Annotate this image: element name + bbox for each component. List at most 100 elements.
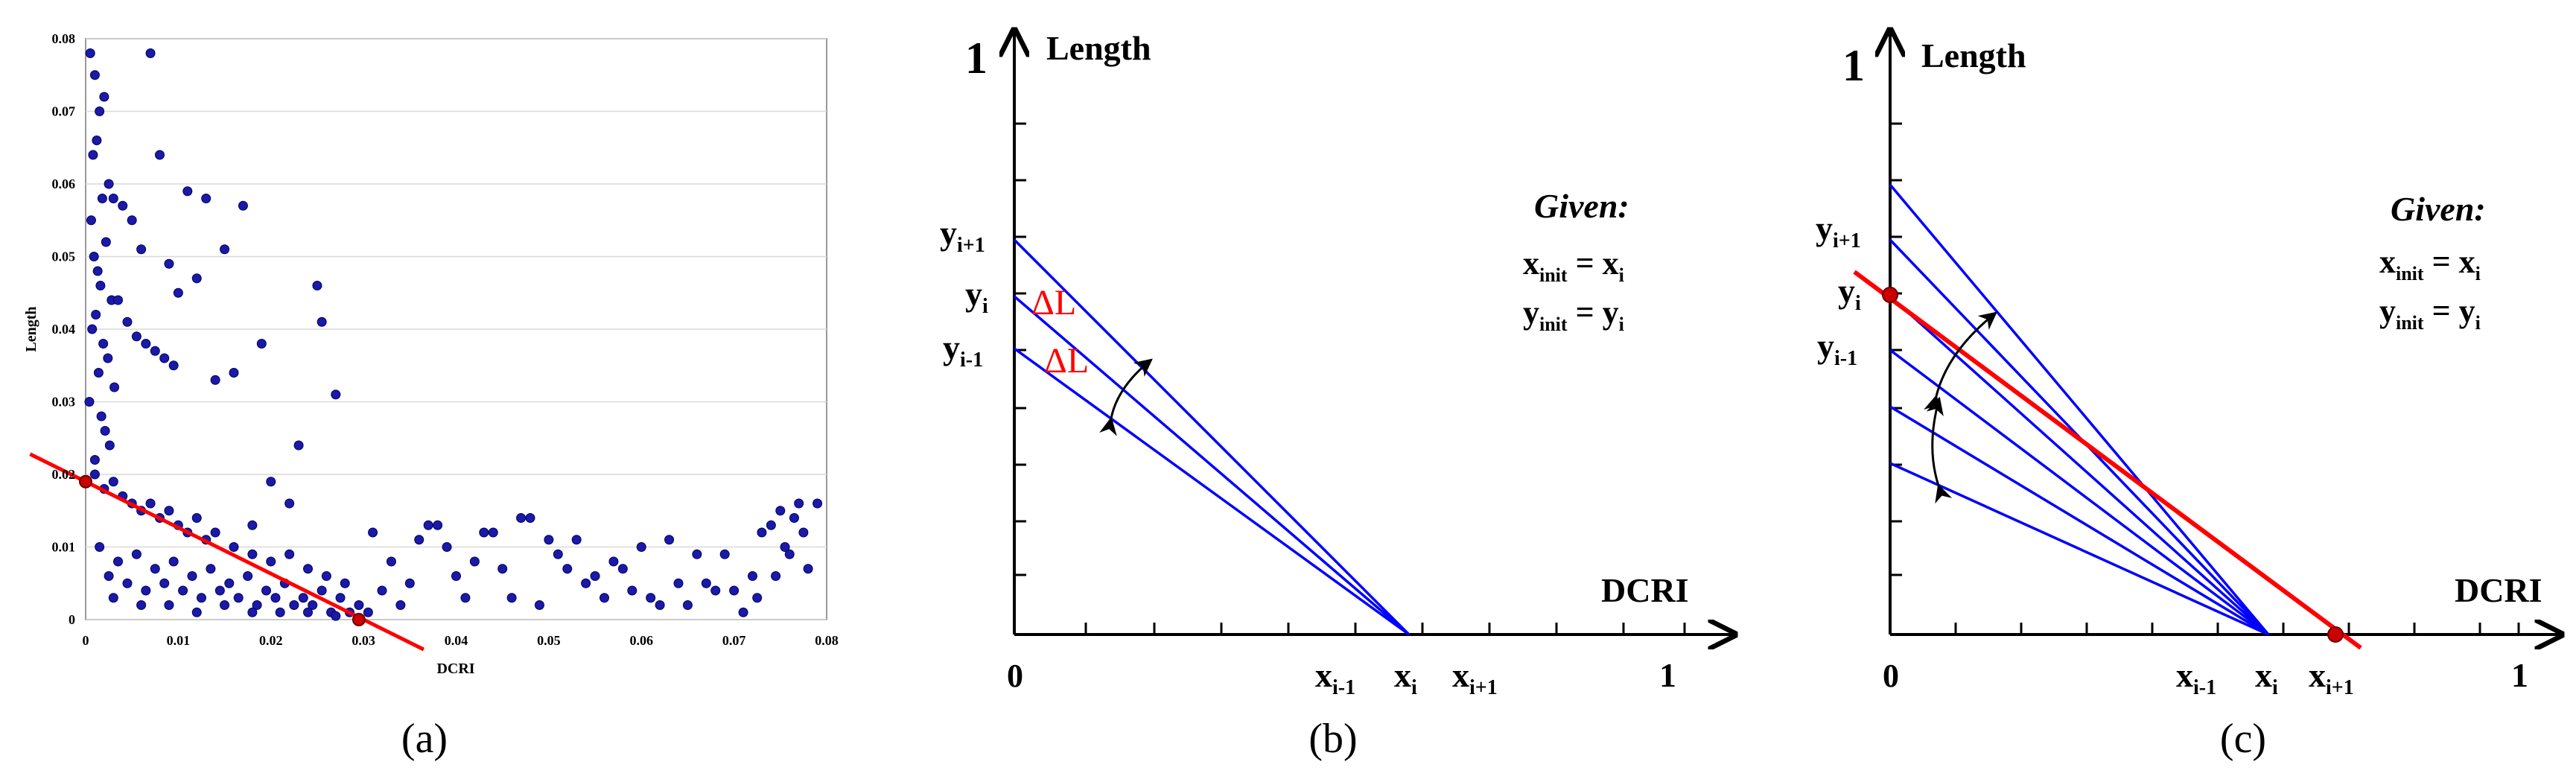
data-point xyxy=(354,600,364,610)
x-tick-x-i-plus-1: xi+1 xyxy=(2309,656,2354,699)
data-point xyxy=(196,593,206,603)
given-line-2: yinit = yi xyxy=(1523,294,1624,335)
data-point xyxy=(164,506,174,516)
data-point xyxy=(752,593,763,603)
data-point xyxy=(404,578,415,588)
data-point xyxy=(131,331,141,342)
data-point xyxy=(377,585,387,596)
highlighted-point xyxy=(79,474,92,489)
data-point xyxy=(719,549,730,559)
data-point xyxy=(423,520,433,530)
data-point xyxy=(145,498,156,509)
data-point xyxy=(451,571,461,581)
data-point xyxy=(433,520,443,530)
x-tick-label: 0.02 xyxy=(259,633,283,648)
data-point xyxy=(534,600,544,610)
data-point xyxy=(89,252,99,261)
red-point-x-i-plus-1 xyxy=(2327,626,2344,643)
data-point xyxy=(141,339,151,349)
data-point xyxy=(368,527,378,538)
data-point xyxy=(317,585,327,596)
data-point xyxy=(636,542,646,552)
data-point xyxy=(757,527,767,538)
panel-caption-c: (c) xyxy=(2220,716,2266,762)
given-line-1: xinit = xi xyxy=(1523,245,1624,286)
data-point xyxy=(766,520,776,530)
data-point xyxy=(98,339,109,349)
data-point xyxy=(191,513,202,523)
y-tick-y-i-plus-1: yi+1 xyxy=(1816,209,1861,252)
data-point xyxy=(488,527,498,538)
data-point xyxy=(96,411,106,422)
data-point xyxy=(224,578,235,588)
given-box: Given: xinit = xi yinit = yi xyxy=(1523,187,1629,335)
data-points xyxy=(84,48,823,621)
data-point xyxy=(122,317,133,327)
data-point xyxy=(89,455,100,465)
data-point xyxy=(201,194,212,203)
panel-a-scatter-plot: 0 0.01 0.02 0.03 0.04 0.05 0.06 0.07 0.08 00.010… xyxy=(23,31,839,762)
data-point xyxy=(803,564,813,574)
data-point xyxy=(247,520,258,530)
data-point xyxy=(173,287,183,298)
data-point xyxy=(261,585,272,596)
rotation-arrow xyxy=(1099,358,1153,436)
x-tick-label: 0.03 xyxy=(352,633,375,648)
data-point xyxy=(92,266,103,276)
data-point xyxy=(497,564,508,574)
data-point xyxy=(469,556,480,567)
data-point xyxy=(506,593,517,603)
data-point xyxy=(798,527,809,538)
data-point xyxy=(266,477,276,487)
data-point xyxy=(178,585,188,596)
data-point xyxy=(682,600,693,610)
y-tick-label: 0.06 xyxy=(52,176,76,191)
y-tick-label: 0.01 xyxy=(52,540,76,555)
highlighted-point xyxy=(352,613,366,626)
y-axis-label: Length xyxy=(23,306,39,352)
delta-l-label-2: ΔL xyxy=(1044,341,1089,381)
y-tick-labels: 0 0.01 0.02 0.03 0.04 0.05 0.06 0.07 0.08 xyxy=(52,31,76,627)
data-point xyxy=(303,564,313,574)
y-tick-y-i-minus-1: yi-1 xyxy=(943,328,983,372)
data-point xyxy=(113,295,124,305)
highlighted-points xyxy=(79,474,366,626)
data-point xyxy=(210,527,220,538)
x-axis-title: DCRI xyxy=(1601,571,1689,609)
data-point xyxy=(525,513,535,523)
data-point xyxy=(136,600,147,610)
data-point xyxy=(108,194,118,203)
data-point xyxy=(617,564,628,574)
data-point xyxy=(164,600,174,610)
data-point xyxy=(335,593,346,603)
data-point xyxy=(771,571,781,581)
x-tick-label: 0.07 xyxy=(722,633,746,648)
line-y-i xyxy=(1013,295,1411,636)
data-point xyxy=(386,556,396,567)
data-point xyxy=(748,571,757,581)
data-point xyxy=(95,281,106,290)
grid xyxy=(86,38,827,620)
x-tick-x-i: xi xyxy=(1394,656,1417,699)
data-point xyxy=(331,611,341,621)
blue-candidate-lines xyxy=(1889,183,2270,636)
data-point xyxy=(93,368,104,378)
data-point xyxy=(233,593,244,603)
data-point xyxy=(88,150,98,160)
data-point xyxy=(442,542,452,552)
data-point xyxy=(701,578,711,588)
given-title: Given: xyxy=(2391,190,2486,228)
data-point xyxy=(289,600,299,610)
data-point xyxy=(131,549,141,559)
data-point xyxy=(664,535,675,545)
data-point xyxy=(113,556,124,567)
data-point xyxy=(164,258,174,269)
data-point xyxy=(191,607,202,617)
data-point xyxy=(150,564,160,574)
data-point xyxy=(340,578,350,588)
data-point xyxy=(155,150,165,160)
data-point xyxy=(516,513,527,523)
data-point xyxy=(103,353,113,363)
x-tick-labels: 0 0.01 0.02 0.03 0.04 0.05 0.06 0.07 0.08 xyxy=(83,633,839,648)
y-axis-title: Length xyxy=(1046,29,1151,67)
